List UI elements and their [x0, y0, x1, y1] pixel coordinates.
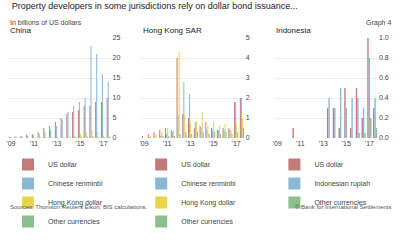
svg-text:Hong Kong SAR: Hong Kong SAR [143, 26, 202, 35]
svg-text:0: 0 [113, 134, 117, 141]
svg-text:Chinese renminbi: Chinese renminbi [181, 180, 236, 187]
svg-text:Other currencies: Other currencies [314, 199, 366, 206]
svg-text:'15: '15 [342, 140, 351, 147]
svg-text:Graph 4: Graph 4 [366, 19, 391, 27]
svg-text:20: 20 [113, 54, 121, 61]
svg-text:'17: '17 [232, 140, 241, 147]
svg-text:'13: '13 [186, 140, 195, 147]
svg-text:'11: '11 [296, 140, 305, 147]
svg-text:10: 10 [113, 94, 121, 101]
svg-text:Indonesian rupiah: Indonesian rupiah [314, 180, 370, 188]
svg-text:'15: '15 [75, 140, 84, 147]
svg-text:15: 15 [113, 74, 121, 81]
svg-text:'17: '17 [365, 140, 374, 147]
svg-text:Hong Kong dollar: Hong Kong dollar [48, 199, 103, 207]
svg-text:'13: '13 [319, 140, 328, 147]
svg-text:Other currencies: Other currencies [181, 218, 233, 225]
svg-text:25: 25 [113, 34, 121, 41]
svg-text:4: 4 [246, 54, 250, 61]
svg-text:0.8: 0.8 [379, 54, 389, 61]
svg-text:5: 5 [246, 34, 250, 41]
svg-text:'09: '09 [140, 140, 149, 147]
svg-text:© Bank for International Settl: © Bank for International Settlements [295, 204, 391, 210]
svg-text:'09: '09 [273, 140, 282, 147]
svg-text:Other currencies: Other currencies [48, 218, 100, 225]
svg-text:1.0: 1.0 [379, 34, 389, 41]
svg-text:Indonesia: Indonesia [276, 26, 311, 35]
svg-text:2: 2 [246, 94, 250, 101]
svg-text:3: 3 [246, 74, 250, 81]
svg-text:Property developers in some ju: Property developers in some jurisdiction… [12, 1, 298, 11]
svg-text:'15: '15 [209, 140, 218, 147]
svg-text:'09: '09 [6, 140, 15, 147]
svg-text:US dollar: US dollar [181, 161, 210, 168]
svg-text:'13: '13 [52, 140, 61, 147]
svg-text:0.2: 0.2 [379, 114, 389, 121]
svg-text:In billions of US dollars: In billions of US dollars [10, 19, 82, 26]
svg-text:0.6: 0.6 [379, 74, 389, 81]
svg-text:0.4: 0.4 [379, 94, 389, 101]
svg-text:'17: '17 [98, 140, 107, 147]
svg-text:5: 5 [113, 114, 117, 121]
svg-text:Sources: Thomson Reuters Eikon: Sources: Thomson Reuters Eikon; BIS calc… [10, 204, 148, 210]
svg-text:'11: '11 [163, 140, 172, 147]
svg-text:1: 1 [246, 114, 250, 121]
svg-text:Chinese renminbi: Chinese renminbi [48, 180, 103, 187]
svg-text:US dollar: US dollar [48, 161, 77, 168]
svg-text:China: China [10, 26, 31, 35]
svg-text:Hong Kong dollar: Hong Kong dollar [181, 199, 236, 207]
svg-text:0: 0 [246, 134, 250, 141]
svg-text:'11: '11 [30, 140, 39, 147]
svg-text:0.0: 0.0 [379, 134, 389, 141]
svg-text:US dollar: US dollar [314, 161, 343, 168]
